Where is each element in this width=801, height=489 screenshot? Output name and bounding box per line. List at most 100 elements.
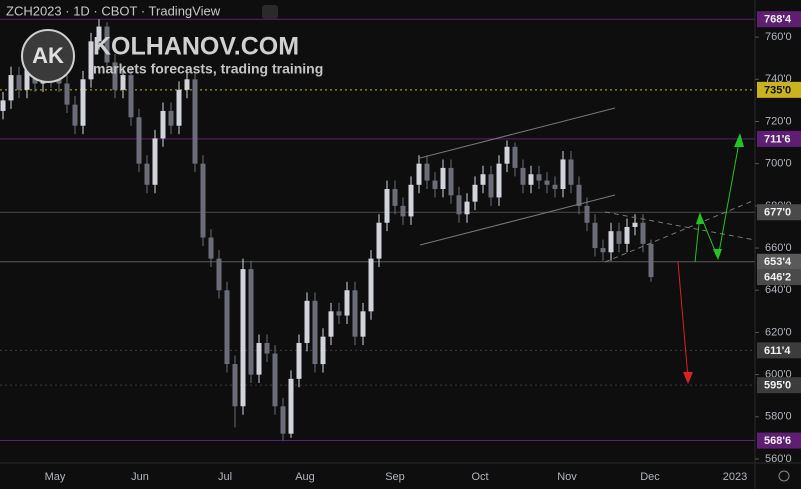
- candle-body: [536, 174, 542, 181]
- candle-body: [616, 231, 622, 244]
- candle-body: [232, 364, 238, 407]
- x-tick-label: Oct: [471, 471, 488, 483]
- candle-body: [120, 75, 126, 90]
- candle-body: [592, 222, 598, 249]
- watermark-subtitle: markets forecasts, trading training: [93, 61, 323, 77]
- candle-body: [24, 62, 30, 90]
- candle-body: [584, 205, 590, 223]
- level-label-box: [757, 432, 801, 449]
- candle-body: [136, 117, 142, 164]
- candle-body: [552, 184, 558, 189]
- candle-body: [488, 174, 494, 198]
- level-label-box: [757, 81, 801, 98]
- candle-body: [104, 26, 110, 63]
- candle-body: [424, 163, 430, 181]
- candle-body: [560, 159, 566, 189]
- candle-body: [256, 342, 262, 375]
- candle-body: [184, 79, 190, 90]
- arrow-head: [734, 133, 744, 147]
- level-label: 611'4: [764, 345, 791, 357]
- candle-body: [448, 167, 454, 196]
- level-label: 646'2: [764, 271, 791, 283]
- level-label-box: [757, 204, 801, 221]
- candle-body: [272, 353, 278, 407]
- y-tick-label: 560'0: [765, 453, 792, 465]
- logo-text: AK: [32, 43, 64, 68]
- candle-body: [416, 163, 422, 185]
- level-label: 735'0: [764, 84, 791, 96]
- candle-body: [216, 258, 222, 291]
- candle-body: [304, 300, 310, 343]
- level-label: 595'0: [764, 380, 791, 392]
- triangle-lower: [604, 199, 756, 263]
- visibility-toggle[interactable]: [262, 5, 278, 19]
- candle-body: [8, 75, 14, 101]
- candle-body: [296, 342, 302, 379]
- candle-body: [64, 83, 70, 105]
- candle-body: [264, 342, 270, 354]
- level-label-box: [757, 342, 801, 359]
- candle-body: [144, 163, 150, 185]
- x-tick-label: Jul: [218, 471, 232, 483]
- drawings: [419, 107, 756, 384]
- candle-body: [432, 180, 438, 189]
- candle-body: [160, 110, 166, 139]
- level-label: 653'4: [764, 256, 792, 268]
- y-tick-label: 760'0: [765, 31, 792, 43]
- candle-body: [112, 62, 118, 90]
- candle-body: [472, 184, 478, 202]
- watermark-title: KOLHANOV.COM: [93, 33, 299, 61]
- x-tick-label: Nov: [557, 471, 577, 483]
- candle-body: [480, 174, 486, 185]
- y-tick-label: 700'0: [765, 158, 792, 170]
- candle-body: [440, 167, 446, 189]
- level-label-box: [757, 130, 801, 147]
- y-tick-label: 640'0: [765, 284, 792, 296]
- candle-body: [464, 201, 470, 215]
- candle-body: [312, 300, 318, 365]
- bull-path: [694, 136, 741, 263]
- candle-body: [96, 26, 102, 42]
- candle-body: [208, 237, 214, 259]
- level-label: 677'0: [764, 207, 791, 219]
- level-label: 711'6: [764, 133, 790, 145]
- level-label-box: [757, 377, 801, 394]
- level-label: 768'4: [764, 14, 792, 26]
- candle-body: [544, 180, 550, 185]
- candle-body: [608, 231, 614, 253]
- candle-body: [576, 184, 582, 206]
- level-label-box: [757, 253, 801, 270]
- candle-body: [128, 75, 134, 118]
- candle-body: [600, 248, 606, 253]
- candle-body: [360, 311, 366, 337]
- candle-body: [352, 290, 358, 337]
- logo: [21, 29, 75, 83]
- settings-icon[interactable]: [778, 470, 790, 482]
- y-tick-label: 660'0: [765, 242, 792, 254]
- candle-body: [336, 311, 342, 316]
- triangle-upper: [604, 211, 756, 241]
- x-tick-label: Dec: [640, 471, 660, 483]
- candle-body: [280, 406, 286, 434]
- candle-body: [648, 243, 654, 278]
- channel-lower: [419, 194, 616, 246]
- candle-body: [248, 269, 254, 375]
- candle-body: [320, 336, 326, 365]
- x-tick-label: May: [45, 471, 66, 483]
- y-tick-label: 580'0: [765, 411, 792, 423]
- watermark: AK KOLHANOV.COM markets forecasts, tradi…: [21, 29, 323, 83]
- candle-body: [456, 195, 462, 215]
- candle-body: [368, 258, 374, 312]
- candle-body: [496, 163, 502, 198]
- candle-body: [192, 79, 198, 164]
- candle-body: [384, 188, 390, 223]
- y-tick-label: 720'0: [765, 115, 792, 127]
- candle-body: [392, 188, 398, 206]
- candle-body: [344, 290, 350, 316]
- arrow-head: [696, 212, 704, 224]
- x-tick-label: 2023: [723, 471, 747, 483]
- candle-body: [56, 79, 62, 84]
- candle-body: [152, 138, 158, 185]
- candle-body: [408, 184, 414, 217]
